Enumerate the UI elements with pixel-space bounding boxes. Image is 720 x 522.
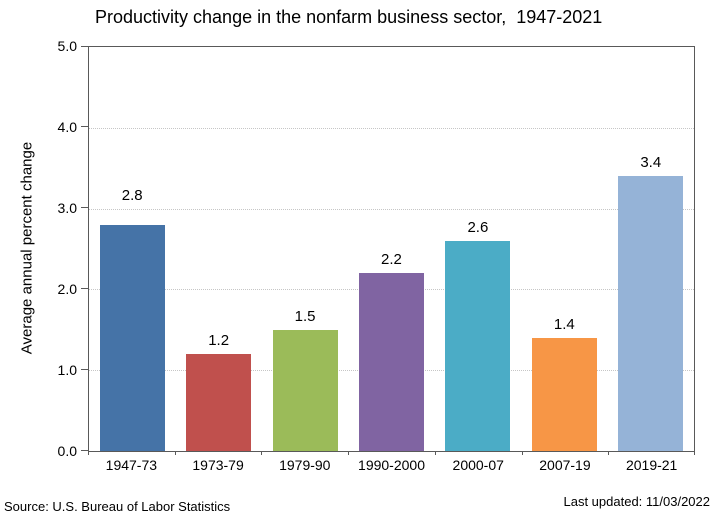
bar-group-1979-90: 1.5 [262,308,348,451]
bar-value-label: 2.2 [381,251,402,269]
bar-value-label: 3.4 [640,154,662,172]
y-tick-mark [81,288,88,289]
x-tick-mark [174,451,176,455]
chart-title: Productivity change in the nonfarm busin… [95,7,603,27]
x-tick-mark [694,451,695,455]
source-note: Source: U.S. Bureau of Labor Statistics [4,499,231,514]
y-tick-label: 0.0 [57,443,77,459]
bar-2019-21 [618,176,684,451]
x-tick-mark [608,451,610,455]
bar-1973-79 [186,354,252,451]
gridline-4 [89,127,694,129]
bar-1947-73 [99,224,165,451]
x-category-label: 2007-19 [539,457,591,473]
y-tick-label: 5.0 [57,38,77,54]
bar-1979-90 [272,329,338,451]
last-updated-note: Last updated: 11/03/2022 [563,494,711,509]
x-axis-tick-marks [88,451,695,455]
bar-1990-2000 [358,273,424,451]
bar-value-label: 2.8 [121,186,143,204]
plot-area: 2.8 1.2 1.5 2.2 2.6 1.4 [88,46,695,452]
y-tick-mark [81,369,88,370]
bar-group-1947-73: 2.8 [89,187,175,451]
bar-group-2019-21: 3.4 [608,154,694,451]
y-axis-tick-marks [81,46,88,451]
y-tick-mark [81,46,88,47]
y-tick-mark [81,126,88,127]
gridline-3 [89,208,694,210]
bar-2000-07 [445,240,511,451]
bar-group-2000-07: 2.6 [435,219,521,451]
bar-value-label: 1.5 [294,307,316,325]
x-category-label: 2019-21 [625,457,678,473]
bar-2007-19 [531,337,597,451]
y-axis-tick-labels: 5.0 4.0 3.0 2.0 1.0 0.0 [0,38,77,459]
x-tick-mark [88,451,89,455]
y-tick-label: 2.0 [57,281,77,297]
x-tick-mark [434,451,436,455]
bar-value-label: 2.6 [467,218,489,236]
bar-group-2007-19: 1.4 [521,316,607,451]
y-tick-label: 1.0 [57,362,77,378]
y-tick-mark [81,207,88,208]
x-axis-category-labels: 1947-73 1973-79 1979-90 1990-2000 2000-0… [88,457,695,474]
x-category-label: 2000-07 [452,457,504,473]
x-tick-mark [261,451,263,455]
bar-value-label: 1.2 [208,332,230,349]
bar-group-1990-2000: 2.2 [348,251,434,451]
x-tick-mark [348,451,350,455]
bar-group-1973-79: 1.2 [175,332,261,451]
x-category-label: 1979-90 [279,457,331,473]
y-tick-label: 3.0 [57,200,77,216]
y-tick-mark [81,450,88,451]
x-tick-mark [521,451,523,455]
y-tick-label: 4.0 [57,119,77,135]
x-category-label: 1947-73 [105,457,158,473]
x-category-label: 1990-2000 [358,457,425,473]
bar-value-label: 1.4 [553,315,575,333]
x-category-label: 1973-79 [192,457,244,473]
bar-series: 2.8 1.2 1.5 2.2 2.6 1.4 [89,47,694,451]
